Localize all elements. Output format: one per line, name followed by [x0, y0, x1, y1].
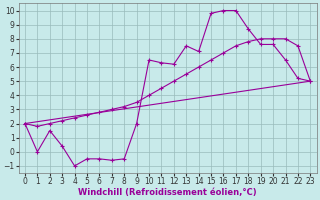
X-axis label: Windchill (Refroidissement éolien,°C): Windchill (Refroidissement éolien,°C) [78, 188, 257, 197]
